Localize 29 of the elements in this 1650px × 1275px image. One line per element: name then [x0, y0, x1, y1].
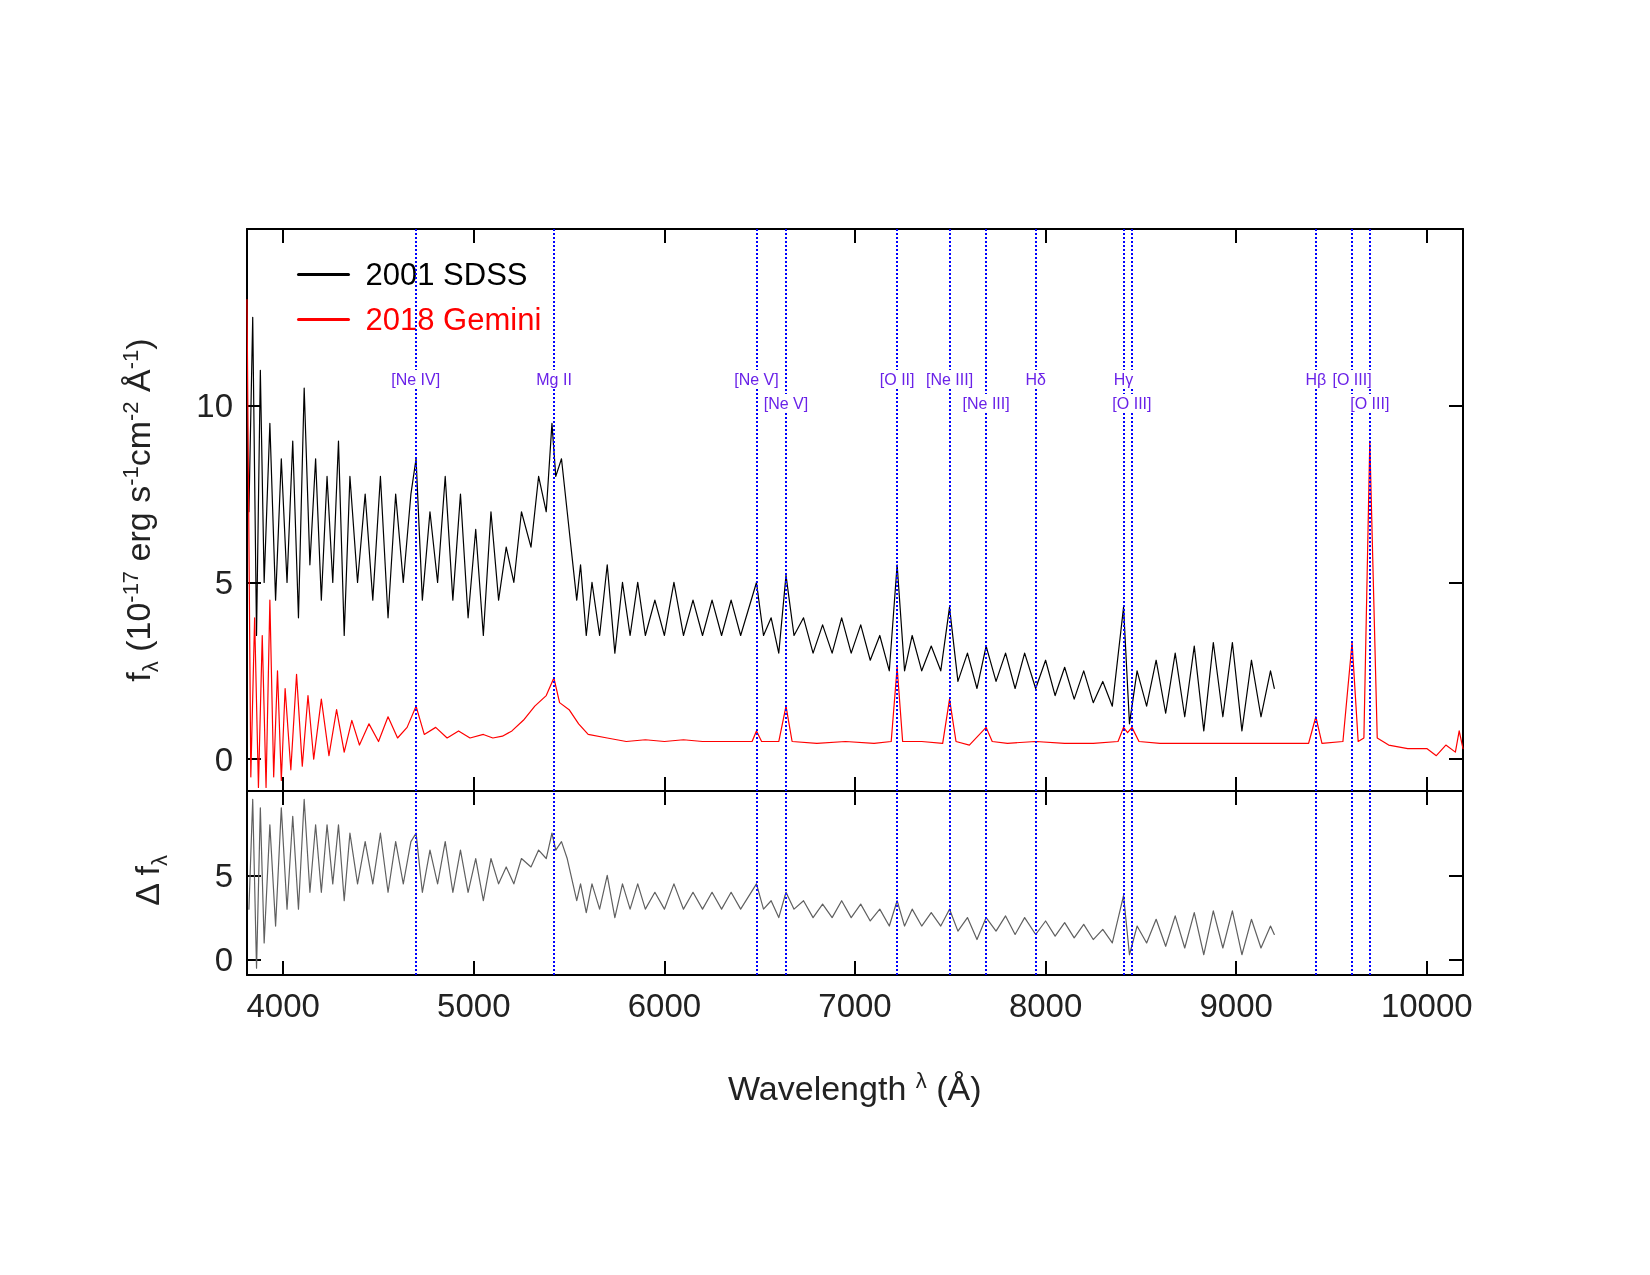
ref-line-label: [O III] — [1332, 370, 1372, 388]
ref-line-label: [Ne III] — [962, 394, 1010, 412]
ref-line-label: Hδ — [1025, 370, 1046, 388]
ref-line-label: [Ne III] — [925, 370, 974, 388]
ref-line-label: [O II] — [879, 370, 915, 388]
ref-line-label: [Ne V] — [763, 394, 809, 412]
x-tick-label: 9000 — [1199, 987, 1273, 1024]
ref-line-label: [O III] — [1112, 394, 1152, 412]
legend-label: 2001 SDSS — [365, 257, 528, 292]
ref-line-label: Mg II — [536, 370, 572, 388]
x-tick-label: 4000 — [246, 987, 320, 1024]
x-tick-label: 8000 — [1008, 987, 1083, 1024]
y-tick-label: 5 — [214, 563, 233, 601]
x-tick-label: 7000 — [818, 987, 892, 1024]
x-axis-title: Wavelength $^{λ}$ (Å) — [728, 1068, 982, 1109]
y-tick-label: 0 — [214, 740, 233, 778]
ref-line-label: [Ne IV] — [391, 370, 441, 388]
y-tick-label: 5 — [214, 856, 233, 894]
x-tick-label: 10000 — [1380, 987, 1473, 1024]
ref-line-label: [Ne V] — [734, 370, 779, 388]
y-tick-label: 10 — [196, 387, 233, 425]
ref-line-label: Hβ — [1305, 370, 1327, 388]
text: 2018 Gemini — [365, 302, 542, 337]
y-tick-label: 0 — [214, 941, 233, 979]
ref-line-label: Hγ — [1113, 370, 1134, 388]
ref-line-label: [O III] — [1350, 394, 1390, 412]
x-tick-label: 6000 — [627, 987, 702, 1024]
line-series — [248, 798, 1275, 969]
x-tick-label: 5000 — [437, 987, 511, 1024]
